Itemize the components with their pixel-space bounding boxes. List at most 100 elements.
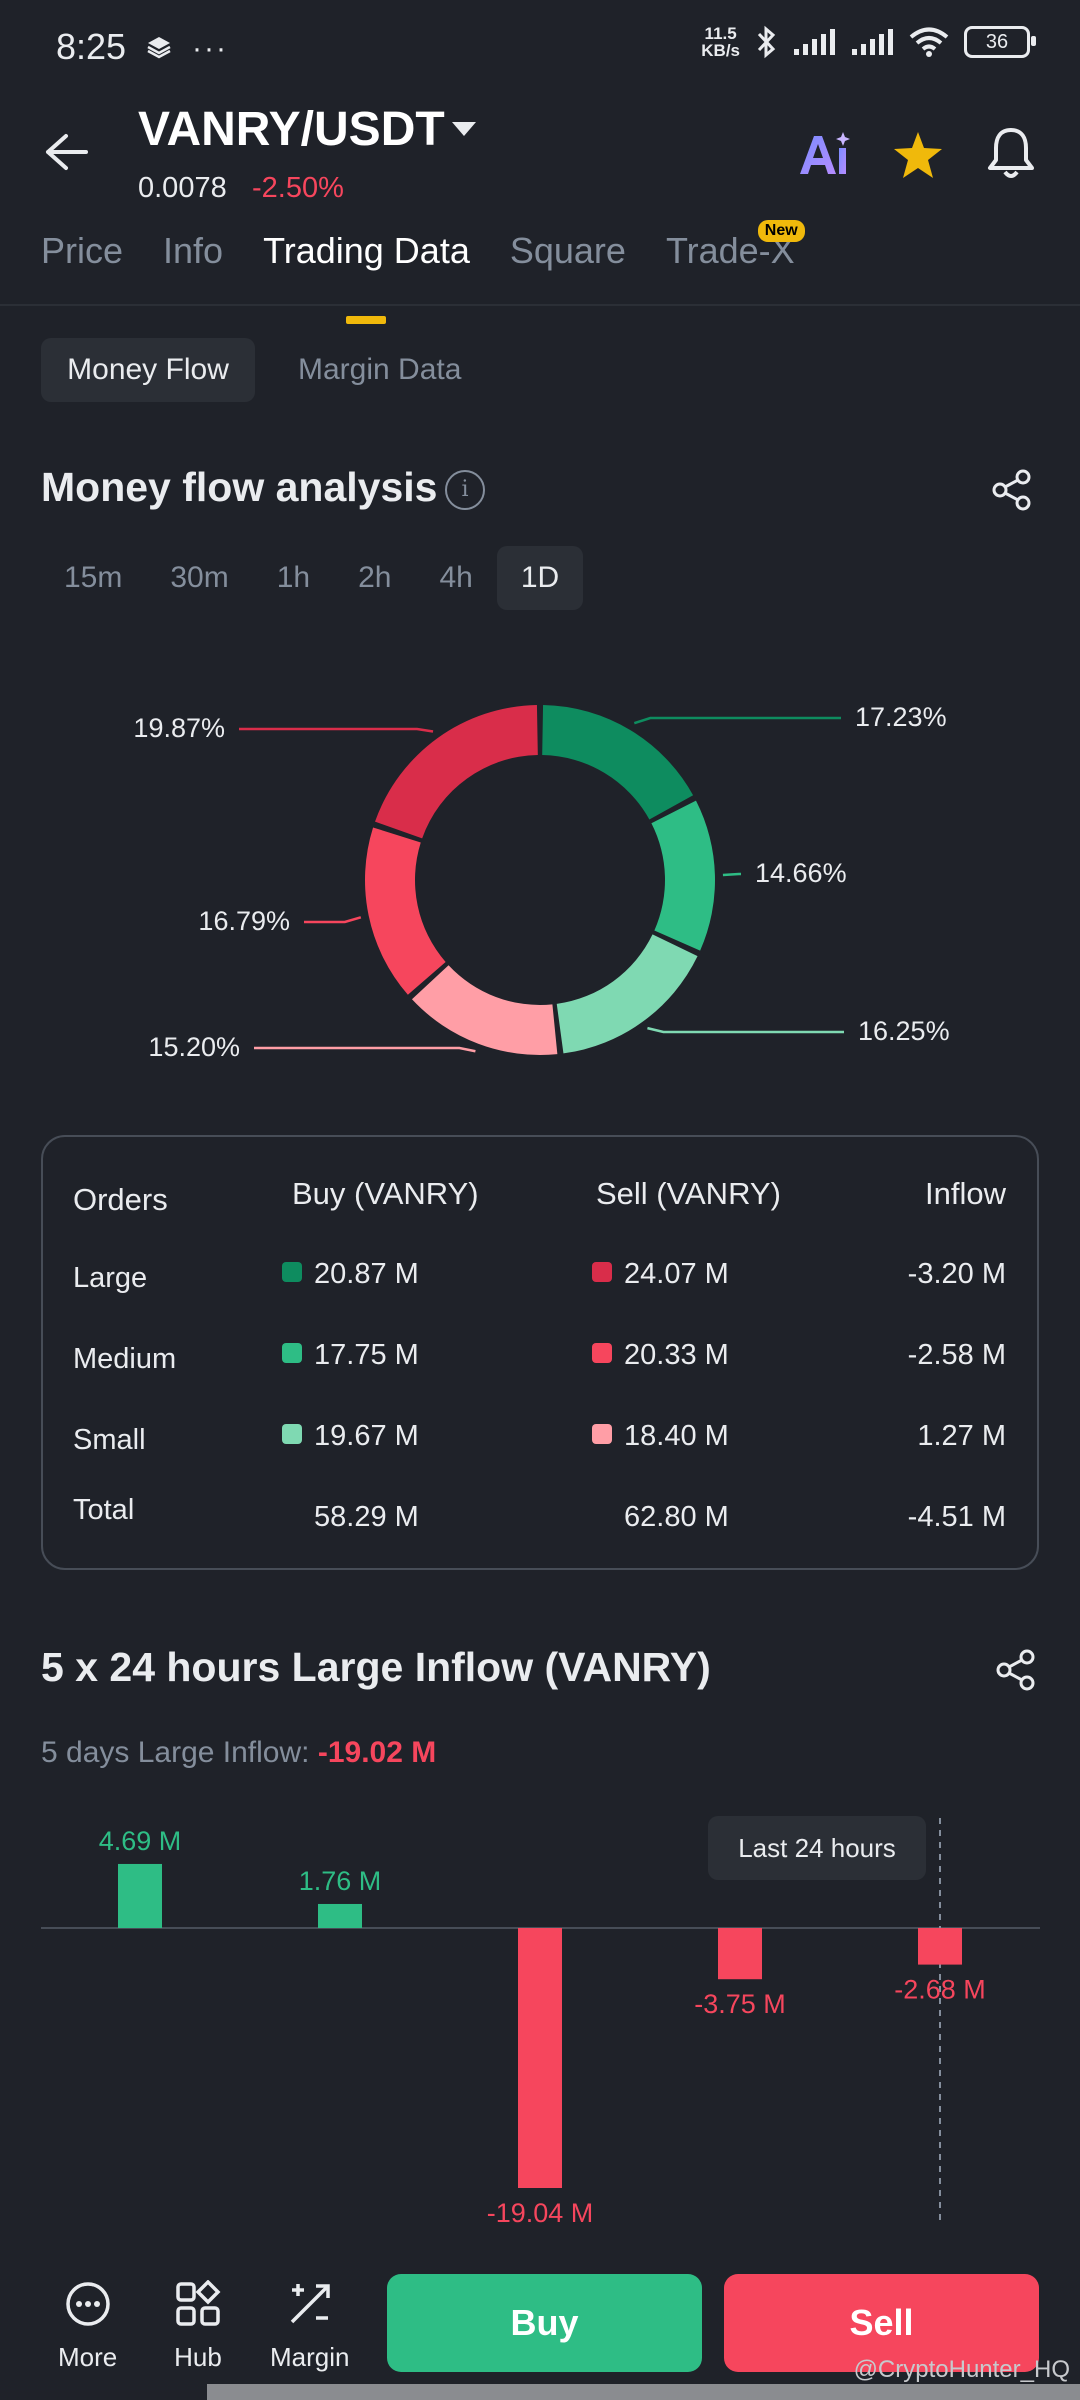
nav-more-label: More — [58, 2342, 118, 2372]
back-button[interactable] — [44, 132, 88, 177]
small-sell-swatch — [592, 1424, 612, 1445]
net-speed-unit: KB/s — [701, 41, 740, 60]
share-button[interactable] — [990, 468, 1034, 517]
interval-1h[interactable]: 1h — [276, 561, 311, 594]
interval-30m[interactable]: 30m — [170, 561, 229, 594]
subtab-money-flow[interactable]: Money Flow — [41, 338, 255, 402]
battery-icon: 36 — [964, 26, 1036, 58]
status-time: 8:25 — [56, 26, 127, 67]
hub-grid-icon — [176, 2280, 221, 2326]
interval-2h[interactable]: 2h — [358, 561, 392, 594]
small-buy-swatch — [282, 1424, 302, 1445]
donut-slice-large-buy — [542, 705, 694, 820]
bar-label-day-3: -19.04 M — [487, 2198, 594, 2228]
bar-label-day-4: -3.75 M — [694, 1989, 786, 2019]
ai-button[interactable] — [796, 130, 852, 183]
col-header-buy: Buy (VANRY) — [292, 1176, 479, 1211]
large-inflow-bar-chart: 4.69 M 1.76 M -19.04 M -3.75 M -2.68 M — [41, 1818, 1040, 2228]
favorite-button[interactable] — [892, 130, 944, 185]
wifi-icon — [909, 27, 949, 57]
tab-square[interactable]: Square — [509, 230, 626, 271]
bar-label-day-1: 4.69 M — [99, 1826, 182, 1856]
tab-trading-data[interactable]: Trading Data — [263, 230, 470, 324]
row-large-inflow: -3.20 M — [907, 1258, 1006, 1290]
donut-label-small-buy: 16.25% — [858, 1016, 950, 1046]
interval-selector: 15m 30m 1h 2h 4h 1D — [40, 546, 584, 610]
donut-label-medium-buy: 14.66% — [755, 858, 847, 888]
buy-button[interactable]: Buy — [387, 2274, 702, 2372]
last-24h-tooltip: Last 24 hours — [708, 1816, 926, 1880]
bar-label-day-5: -2.68 M — [894, 1975, 986, 2005]
donut-leader-large-sell — [239, 727, 434, 733]
bar-day-4 — [718, 1928, 762, 1980]
sell-button[interactable]: Sell — [724, 2274, 1039, 2372]
small-buy-value: 19.67 M — [314, 1420, 419, 1452]
nav-hub[interactable]: Hub — [174, 2280, 222, 2373]
info-icon[interactable]: i — [445, 470, 485, 510]
money-flow-title: Money flow analysis — [41, 464, 438, 510]
five-day-inflow-summary: 5 days Large Inflow: -19.02 M — [41, 1736, 436, 1770]
ai-icon — [800, 132, 850, 174]
donut-leader-small-sell — [254, 1046, 476, 1053]
row-small-inflow: 1.27 M — [917, 1420, 1006, 1452]
nav-more[interactable]: More — [58, 2280, 117, 2373]
donut-slice-medium-buy — [651, 800, 716, 951]
nav-margin-label: Margin — [270, 2342, 350, 2372]
medium-sell-swatch — [592, 1343, 612, 1364]
share-button-2[interactable] — [994, 1648, 1038, 1697]
donut-leader-medium-buy — [722, 872, 741, 877]
pair-change: -2.50% — [252, 172, 344, 204]
status-right: 11.5 KB/s 36 — [701, 24, 1036, 60]
signal-icon-2 — [852, 29, 893, 55]
bell-icon — [988, 128, 1034, 178]
more-dots-icon: ··· — [192, 32, 228, 65]
row-total-label: Total — [73, 1494, 135, 1526]
layers-icon — [146, 34, 172, 65]
donut-label-small-sell: 15.20% — [148, 1032, 240, 1062]
donut-slice-small-sell — [411, 965, 558, 1055]
alert-button[interactable] — [986, 126, 1036, 185]
share-icon — [996, 1649, 1035, 1691]
col-header-orders: Orders — [73, 1182, 168, 1217]
nav-margin[interactable]: Margin — [270, 2280, 349, 2373]
nav-hub-label: Hub — [174, 2342, 222, 2372]
medium-sell-value: 20.33 M — [624, 1339, 729, 1371]
orders-table — [41, 1135, 1039, 1570]
interval-4h[interactable]: 4h — [439, 561, 473, 594]
donut-leader-large-buy — [633, 716, 841, 725]
donut-leader-medium-sell — [304, 916, 362, 924]
share-icon — [992, 469, 1031, 511]
donut-slice-small-buy — [556, 934, 698, 1054]
tab-trade-x[interactable]: Trade-X New — [666, 220, 805, 286]
tab-info[interactable]: Info — [163, 230, 224, 271]
interval-1d[interactable]: 1D — [496, 546, 584, 610]
large-sell-swatch — [592, 1262, 612, 1283]
row-large-sell: 24.07 M — [592, 1258, 729, 1291]
pair-price: 0.0078 — [138, 172, 227, 204]
donut-slice-medium-sell — [365, 827, 446, 995]
back-arrow-icon — [46, 134, 88, 170]
donut-leader-small-buy — [647, 1026, 844, 1034]
interval-15m[interactable]: 15m — [64, 561, 123, 594]
row-small-buy: 19.67 M — [282, 1420, 419, 1453]
signal-icon — [794, 29, 835, 55]
bar-day-1 — [118, 1863, 162, 1928]
new-badge: New — [757, 220, 805, 242]
row-small-label: Small — [73, 1424, 146, 1456]
medium-buy-swatch — [282, 1343, 302, 1364]
subtab-margin-data[interactable]: Margin Data — [298, 353, 462, 386]
money-flow-donut-chart: 17.23% 14.66% 16.25% 15.20% 16.79% 19.87% — [133, 702, 950, 1062]
tab-price[interactable]: Price — [41, 230, 124, 271]
large-sell-value: 24.07 M — [624, 1258, 729, 1290]
row-total-buy: 58.29 M — [314, 1501, 419, 1533]
row-medium-label: Medium — [73, 1343, 177, 1375]
five-day-inflow-label: 5 days Large Inflow: — [41, 1736, 310, 1769]
margin-icon — [290, 2284, 330, 2324]
row-large-buy: 20.87 M — [282, 1258, 419, 1291]
tabs-divider — [0, 304, 1080, 306]
bar-day-2 — [318, 1903, 362, 1928]
pair-dropdown-icon[interactable] — [450, 120, 478, 145]
home-indicator — [207, 2384, 1080, 2400]
pair-title[interactable]: VANRY/USDT — [138, 103, 445, 156]
more-circle-icon — [65, 2282, 110, 2326]
